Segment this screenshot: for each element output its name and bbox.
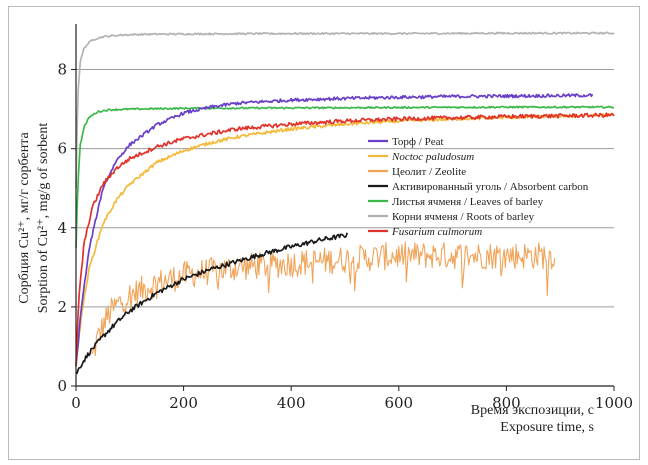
series-line xyxy=(75,112,615,366)
legend-label: Торф / Peat xyxy=(392,136,444,148)
x-axis-title: Время экспозиции, с xyxy=(471,403,594,418)
series-line xyxy=(75,31,615,189)
series-line xyxy=(75,112,615,367)
y-tick-label: 4 xyxy=(57,219,67,237)
x-tick-label: 400 xyxy=(277,394,306,412)
y-tick-label: 0 xyxy=(57,377,67,395)
x-tick-label: 200 xyxy=(169,394,198,412)
y-tick-label: 6 xyxy=(57,140,67,158)
x-tick-label: 1000 xyxy=(595,394,633,412)
legend: Торф / Peat Noctoc paludosum Цеолит / Zeol… xyxy=(368,136,589,238)
series-layer xyxy=(75,31,615,375)
legend-label: Листья ячменя / Leaves of barley xyxy=(392,196,544,208)
legend-label: Корни ячменя / Roots of barley xyxy=(392,211,535,223)
legend-label: Fusarium culmorum xyxy=(391,226,482,238)
axis-titles: Время экспозиции, с Exposure time, s Сорбц… xyxy=(17,123,594,435)
legend-label: Цеолит / Zeolite xyxy=(392,166,466,178)
series-line xyxy=(75,232,349,375)
legend-label: Активированный уголь / Absorbent carbon xyxy=(392,181,589,193)
y-axis-title: Sorption of Cu²⁺, mg/g of sorbent xyxy=(36,123,51,314)
series-line xyxy=(91,241,556,357)
axes-layer: 0 2 4 6 8 0 200 400 600 800 1000 xyxy=(57,24,633,412)
x-tick-label: 0 xyxy=(71,394,81,412)
x-axis-title: Exposure time, s xyxy=(500,420,594,435)
grid-layer xyxy=(76,69,614,308)
chart-frame xyxy=(8,6,640,460)
series-line xyxy=(75,105,614,249)
series-line xyxy=(75,93,594,366)
y-axis-title: Сорбция Cu²⁺, мг/г сорбента xyxy=(17,132,32,304)
x-tick-label: 800 xyxy=(492,394,521,412)
x-tick-label: 600 xyxy=(384,394,413,412)
y-tick-label: 2 xyxy=(57,298,67,316)
legend-label: Noctoc paludosum xyxy=(391,151,474,163)
y-tick-label: 8 xyxy=(57,61,67,79)
